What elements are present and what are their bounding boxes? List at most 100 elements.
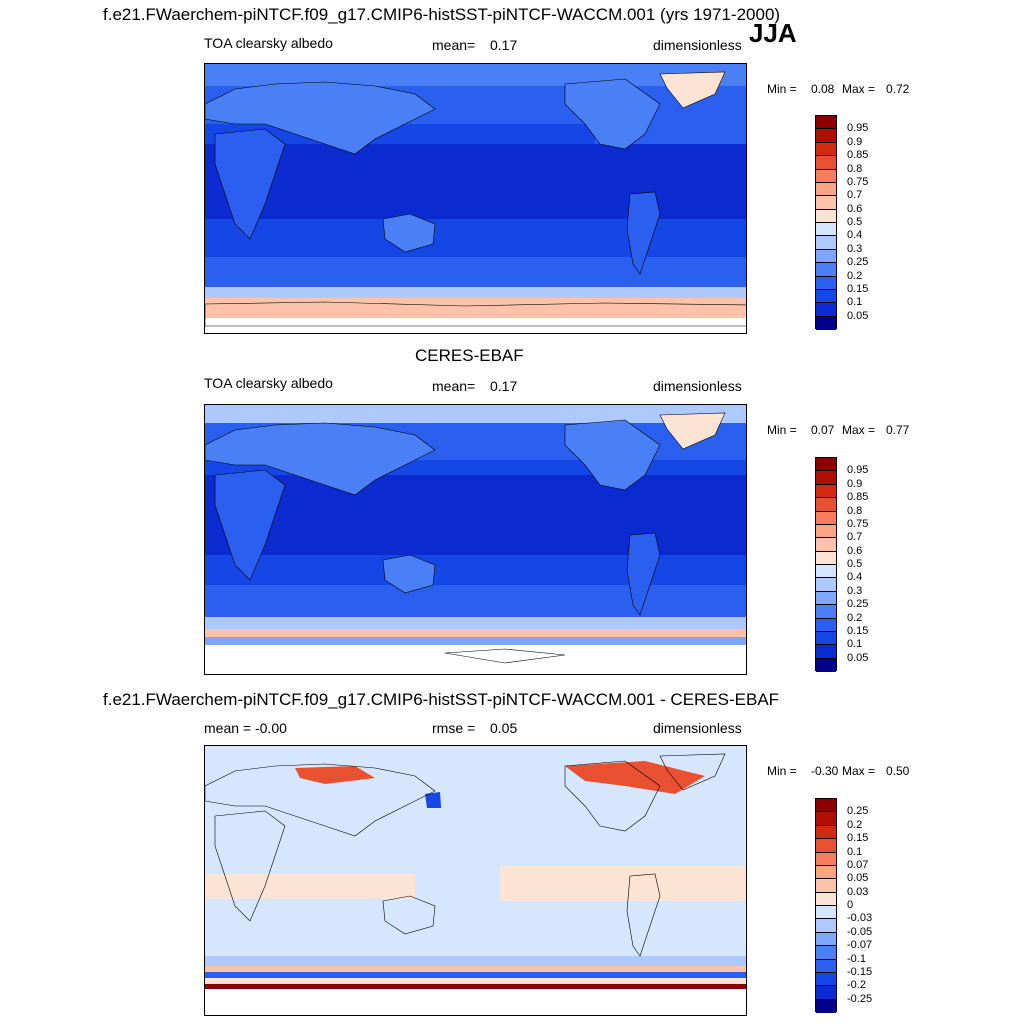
panel1-max-label: Max = (842, 82, 876, 96)
colorbar-tick-label: 0.15 (847, 832, 869, 845)
colorbar-segment (816, 946, 836, 960)
colorbar-segment (816, 249, 836, 264)
panel1-mean-label: mean= (432, 37, 476, 53)
colorbar-tick-label: 0.85 (847, 491, 869, 504)
colorbar-tick-label: 0.5 (847, 558, 863, 570)
colorbar-tick-label: 0.95 (847, 464, 869, 477)
colorbar-segment (816, 316, 836, 330)
colorbar-tick-label: 0 (847, 899, 854, 911)
colorbar-segment (816, 812, 836, 826)
colorbar-tick-label: 0.2 (847, 818, 863, 831)
colorbar-tick-label: -0.03 (847, 912, 873, 925)
panel1-min-value: 0.08 (811, 82, 835, 96)
colorbar-segment (816, 645, 836, 659)
colorbar-tick-label: -0.1 (847, 952, 866, 965)
colorbar-segment (816, 511, 836, 525)
colorbar-tick-label: 0.1 (847, 638, 863, 651)
colorbar-segment (816, 236, 836, 250)
colorbar-segment (816, 892, 836, 906)
colorbar-tick-label: 0.75 (847, 517, 869, 530)
colorbar-segment (816, 524, 836, 539)
colorbar-segment (816, 932, 836, 947)
colorbar-tick-label: 0.8 (847, 504, 863, 517)
colorbar-segment (816, 658, 836, 672)
colorbar-segment (816, 498, 836, 512)
colorbar-segment (816, 906, 836, 920)
colorbar-tick-label: 0.1 (847, 296, 863, 309)
colorbar-segment (816, 263, 836, 277)
panel3-map-svg (205, 746, 746, 1015)
colorbar-tick-label: 0.6 (847, 202, 863, 215)
colorbar-segment (816, 116, 836, 130)
panel3-max-value: 0.50 (886, 764, 910, 778)
colorbar-segment (816, 591, 836, 606)
panel1-mean-value: 0.17 (490, 37, 518, 53)
colorbar-tick-label: 0.5 (847, 216, 863, 228)
panel3-map (204, 745, 747, 1016)
panel3-mean: mean = -0.00 (204, 720, 287, 736)
colorbar-segment (816, 551, 836, 565)
season-label: JJA (749, 18, 797, 48)
colorbar-tick-label: -0.05 (847, 925, 873, 938)
colorbar-tick-label: 0.4 (847, 229, 863, 242)
colorbar-segment (816, 986, 836, 1000)
panel3-rmse-value: 0.05 (490, 720, 518, 736)
colorbar-segment (816, 839, 836, 853)
colorbar-segment (816, 129, 836, 143)
colorbar-segment (816, 631, 836, 646)
colorbar-tick-label: 0.25 (847, 256, 869, 269)
colorbar-tick-label: 0.4 (847, 571, 863, 584)
colorbar-segment (816, 471, 836, 485)
colorbar-segment (816, 565, 836, 579)
panel2-section-title: CERES-EBAF (415, 346, 524, 365)
panel2-units: dimensionless (653, 378, 742, 394)
colorbar-tick-label: 0.75 (847, 175, 869, 188)
colorbar-segment (816, 196, 836, 210)
colorbar-tick-label: -0.15 (847, 965, 873, 978)
panel3-section-title: f.e21.FWaerchem-piNTCF.f09_g17.CMIP6-his… (103, 690, 780, 709)
colorbar-tick-label: 0.9 (847, 135, 863, 148)
colorbar-tick-label: 0.25 (847, 805, 869, 818)
colorbar-segment (816, 289, 836, 304)
colorbar-tick-label: 0.03 (847, 885, 869, 898)
colorbar-segment (816, 538, 836, 552)
panel2-mean-value: 0.17 (490, 378, 518, 394)
colorbar-tick-label: 0.6 (847, 544, 863, 557)
panel3-min-label: Min = (767, 764, 797, 778)
colorbar-tick-label: 0.2 (847, 269, 863, 282)
panel2-colorbar (815, 457, 837, 672)
colorbar-tick-label: 0.7 (847, 531, 863, 544)
colorbar-segment (816, 182, 836, 197)
colorbar-segment (816, 605, 836, 619)
colorbar-segment (816, 276, 836, 290)
panel2-map-svg (205, 405, 746, 674)
colorbar-segment (816, 799, 836, 813)
colorbar-tick-label: -0.07 (847, 939, 873, 952)
panel3-min-value: -0.30 (811, 764, 839, 778)
colorbar-tick-label: 0.25 (847, 598, 869, 611)
colorbar-segment (816, 865, 836, 880)
colorbar-tick-label: 0.8 (847, 162, 863, 175)
colorbar-segment (816, 999, 836, 1013)
colorbar-segment (816, 156, 836, 170)
colorbar-tick-label: -0.2 (847, 979, 866, 992)
colorbar-tick-label: 0.05 (847, 309, 869, 322)
panel1-max-value: 0.72 (886, 82, 910, 96)
colorbar-tick-label: 0.05 (847, 651, 869, 664)
colorbar-tick-label: 0.85 (847, 149, 869, 162)
panel3-rmse-label: rmse = (432, 720, 476, 736)
colorbar-tick-label: 0.7 (847, 189, 863, 202)
main-title: f.e21.FWaerchem-piNTCF.f09_g17.CMIP6-his… (103, 5, 781, 24)
colorbar-tick-label: 0.1 (847, 845, 863, 858)
colorbar-segment (816, 458, 836, 472)
panel1-colorbar (815, 115, 837, 330)
panel2-mean-label: mean= (432, 378, 476, 394)
panel3-units: dimensionless (653, 720, 742, 736)
colorbar-segment (816, 959, 836, 973)
panel1-units: dimensionless (653, 37, 742, 53)
colorbar-segment (816, 825, 836, 840)
panel2-map (204, 404, 747, 675)
colorbar-segment (816, 972, 836, 987)
panel2-max-value: 0.77 (886, 423, 910, 437)
panel1-map-svg (205, 64, 746, 333)
